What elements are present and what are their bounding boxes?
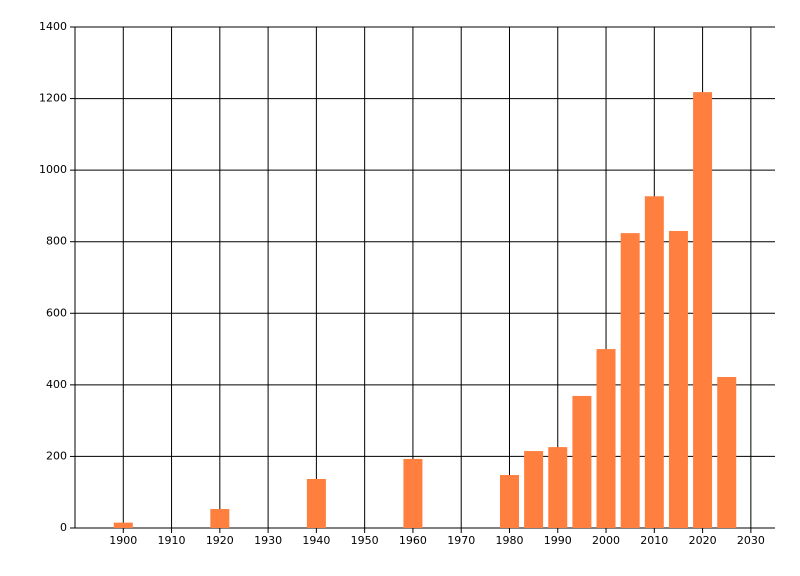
x-tick-label: 1920: [206, 534, 234, 547]
x-tick-label: 1970: [447, 534, 475, 547]
x-tick-label: 2000: [592, 534, 620, 547]
x-tick-label: 1990: [544, 534, 572, 547]
bar: [644, 196, 664, 529]
bar: [524, 451, 544, 528]
x-tick-label: 1910: [158, 534, 186, 547]
x-tick-label: 2020: [689, 534, 717, 547]
x-tick-label: 1940: [302, 534, 330, 547]
bar: [113, 522, 133, 528]
y-tick-label: 1400: [39, 20, 67, 33]
x-tick-label: 1980: [495, 534, 523, 547]
x-tick-label: 2030: [737, 534, 765, 547]
bar: [499, 475, 519, 528]
y-tick-label: 1000: [39, 163, 67, 176]
bar: [572, 395, 592, 528]
y-tick-label: 0: [60, 521, 67, 534]
bar: [620, 233, 640, 528]
bar: [717, 376, 737, 528]
bar: [548, 447, 568, 528]
x-tick-label: 1900: [109, 534, 137, 547]
y-tick-label: 1200: [39, 92, 67, 105]
bar: [210, 509, 230, 528]
bar: [306, 478, 326, 528]
y-tick-label: 200: [46, 449, 67, 462]
y-tick-label: 600: [46, 306, 67, 319]
bar: [596, 349, 616, 528]
x-tick-label: 1950: [351, 534, 379, 547]
bar: [668, 230, 688, 528]
bar: [693, 92, 713, 528]
x-tick-label: 2010: [640, 534, 668, 547]
y-tick-label: 800: [46, 235, 67, 248]
bar: [403, 458, 423, 528]
x-tick-label: 1930: [254, 534, 282, 547]
x-tick-label: 1960: [399, 534, 427, 547]
y-tick-label: 400: [46, 378, 67, 391]
